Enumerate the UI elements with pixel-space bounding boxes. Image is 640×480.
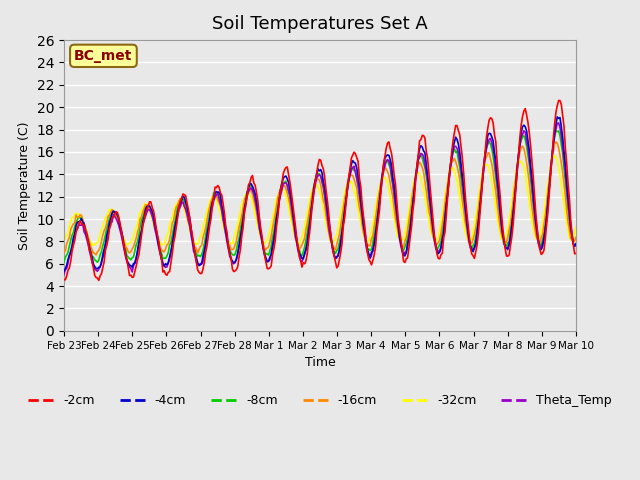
Text: BC_met: BC_met <box>74 49 132 63</box>
Y-axis label: Soil Temperature (C): Soil Temperature (C) <box>18 121 31 250</box>
Title: Soil Temperatures Set A: Soil Temperatures Set A <box>212 15 428 33</box>
X-axis label: Time: Time <box>305 356 335 369</box>
Legend: -2cm, -4cm, -8cm, -16cm, -32cm, Theta_Temp: -2cm, -4cm, -8cm, -16cm, -32cm, Theta_Te… <box>23 389 617 412</box>
